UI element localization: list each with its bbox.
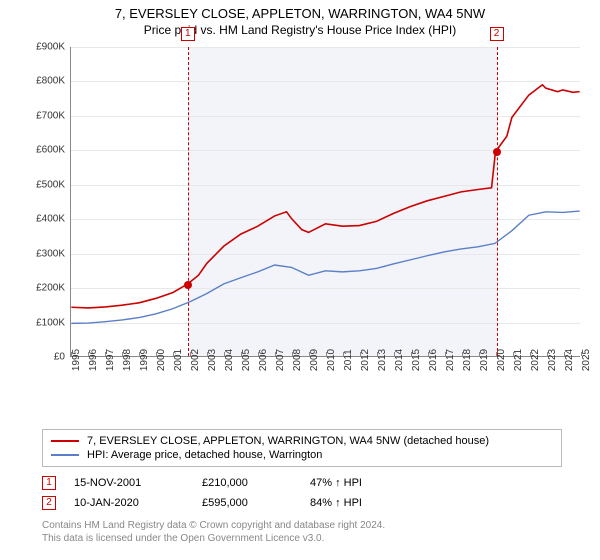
event-dot [184, 281, 192, 289]
x-axis-label: 2022 [530, 349, 541, 371]
event-marker-box: 2 [490, 27, 504, 41]
x-axis-label: 2014 [394, 349, 405, 371]
x-axis-label: 2015 [411, 349, 422, 371]
x-axis-label: 1996 [88, 349, 99, 371]
footer-line: Contains HM Land Registry data © Crown c… [42, 519, 562, 532]
title-block: 7, EVERSLEY CLOSE, APPLETON, WARRINGTON,… [0, 0, 600, 39]
sales-table: 1 15-NOV-2001 £210,000 47% ↑ HPI 2 10-JA… [42, 473, 562, 513]
y-axis-label: £900K [36, 42, 65, 53]
y-axis-label: £600K [36, 145, 65, 156]
x-axis-label: 1999 [139, 349, 150, 371]
sale-marker-icon: 1 [42, 476, 56, 490]
sale-price: £210,000 [202, 477, 292, 489]
sale-pct: 47% ↑ HPI [310, 477, 400, 489]
y-axis-label: £0 [54, 352, 65, 363]
x-axis-label: 1998 [122, 349, 133, 371]
series-property [71, 85, 579, 308]
x-axis-label: 2002 [190, 349, 201, 371]
legend-label: HPI: Average price, detached house, Warr… [87, 449, 322, 461]
chart-container: 7, EVERSLEY CLOSE, APPLETON, WARRINGTON,… [0, 0, 600, 560]
x-axis-label: 2021 [513, 349, 524, 371]
chart-area: £0 £100K £200K £300K £400K £500K £600K £700K £80… [30, 47, 590, 387]
sale-price: £595,000 [202, 497, 292, 509]
sale-date: 10-JAN-2020 [74, 497, 184, 509]
x-axis-label: 2024 [564, 349, 575, 371]
sale-date: 15-NOV-2001 [74, 477, 184, 489]
x-axis-label: 2004 [224, 349, 235, 371]
x-axis-label: 2009 [309, 349, 320, 371]
x-axis-label: 2018 [462, 349, 473, 371]
legend-item: 7, EVERSLEY CLOSE, APPLETON, WARRINGTON,… [51, 434, 553, 448]
x-axis-label: 2016 [428, 349, 439, 371]
x-axis-label: 2006 [258, 349, 269, 371]
title-sub: Price paid vs. HM Land Registry's House … [0, 23, 600, 37]
legend: 7, EVERSLEY CLOSE, APPLETON, WARRINGTON,… [42, 429, 562, 467]
sales-row: 1 15-NOV-2001 £210,000 47% ↑ HPI [42, 473, 562, 493]
x-axis-label: 2001 [173, 349, 184, 371]
y-axis-label: £300K [36, 248, 65, 259]
x-axis-label: 2025 [581, 349, 592, 371]
x-axis-label: 2000 [156, 349, 167, 371]
footer-line: This data is licensed under the Open Gov… [42, 532, 562, 545]
legend-label: 7, EVERSLEY CLOSE, APPLETON, WARRINGTON,… [87, 435, 489, 447]
x-axis-label: 2023 [547, 349, 558, 371]
y-axis-label: £400K [36, 214, 65, 225]
x-axis-label: 1995 [71, 349, 82, 371]
legend-item: HPI: Average price, detached house, Warr… [51, 448, 553, 462]
footer: Contains HM Land Registry data © Crown c… [42, 519, 562, 545]
event-dot [493, 148, 501, 156]
title-main: 7, EVERSLEY CLOSE, APPLETON, WARRINGTON,… [0, 6, 600, 21]
sale-marker-icon: 2 [42, 496, 56, 510]
legend-swatch [51, 454, 79, 456]
x-axis-label: 2005 [241, 349, 252, 371]
x-axis-label: 2007 [275, 349, 286, 371]
x-axis-label: 2003 [207, 349, 218, 371]
x-axis-label: 2020 [496, 349, 507, 371]
x-axis-label: 2017 [445, 349, 456, 371]
x-axis-label: 1997 [105, 349, 116, 371]
x-axis-label: 2012 [360, 349, 371, 371]
x-axis-label: 2019 [479, 349, 490, 371]
sale-pct: 84% ↑ HPI [310, 497, 400, 509]
event-marker-box: 1 [181, 27, 195, 41]
sales-row: 2 10-JAN-2020 £595,000 84% ↑ HPI [42, 493, 562, 513]
chart-lines [71, 47, 580, 356]
y-axis-label: £500K [36, 179, 65, 190]
x-axis-label: 2013 [377, 349, 388, 371]
x-axis-label: 2011 [343, 349, 354, 371]
x-axis-label: 2008 [292, 349, 303, 371]
event-dashline [497, 47, 498, 356]
y-axis-label: £100K [36, 317, 65, 328]
x-axis-label: 2010 [326, 349, 337, 371]
y-axis-label: £200K [36, 283, 65, 294]
series-hpi [71, 211, 579, 323]
y-axis-label: £800K [36, 76, 65, 87]
event-dashline [188, 47, 189, 356]
y-axis-label: £700K [36, 110, 65, 121]
legend-swatch [51, 440, 79, 442]
plot-region: £0£100K£200K£300K£400K£500K£600K£700K£80… [70, 47, 580, 357]
